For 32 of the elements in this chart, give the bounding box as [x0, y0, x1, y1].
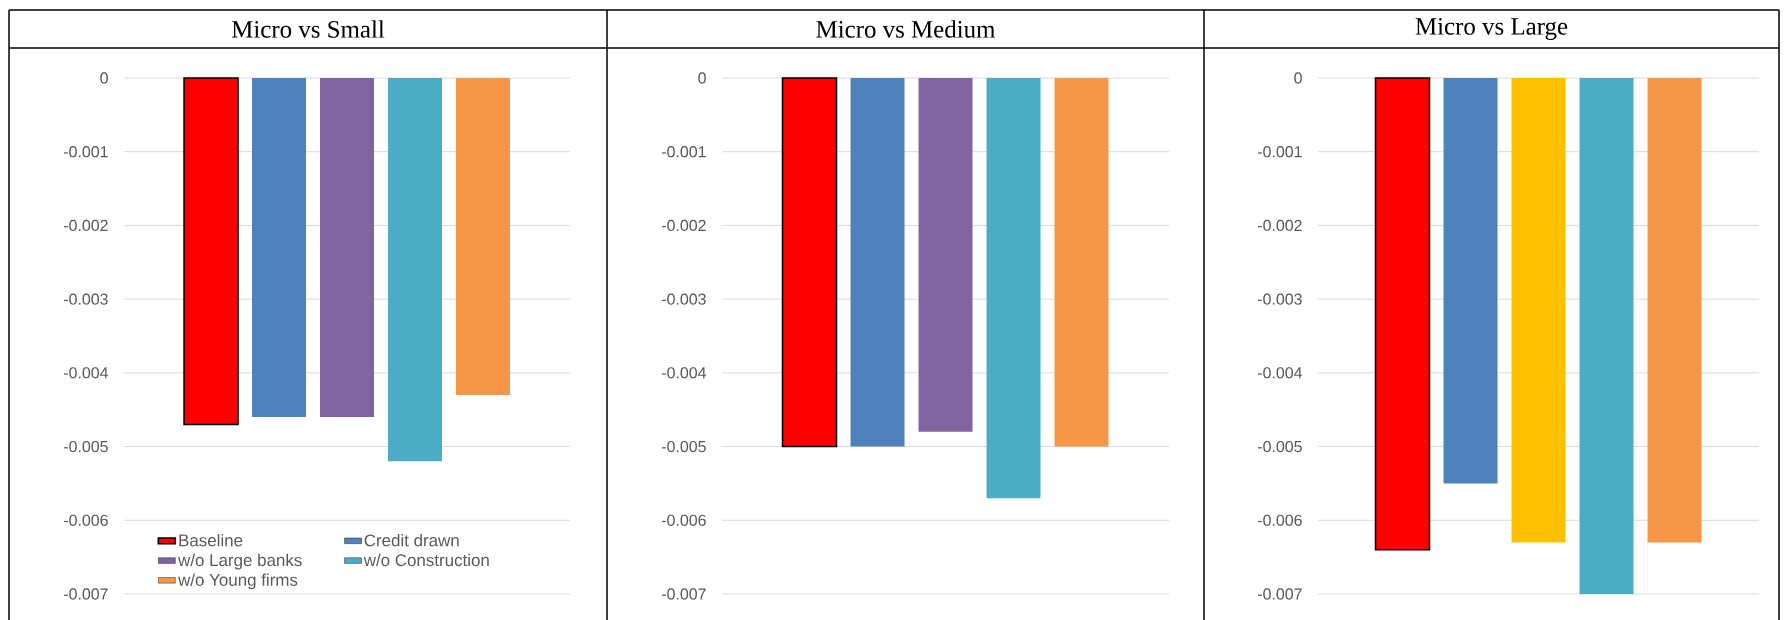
y-tick-label: -0.004 [1258, 367, 1303, 379]
y-tick-label: -0.004 [662, 367, 707, 379]
y-tick-label: -0.002 [662, 219, 706, 232]
y-tick-label: -0.003 [1258, 293, 1302, 305]
y-tick-label: 0 [698, 72, 706, 84]
y-tick-label: -0.006 [64, 514, 108, 526]
y-tick-label: -0.001 [64, 146, 108, 158]
legend-label: w/o Construction [363, 553, 489, 567]
y-tick-label: -0.001 [1258, 146, 1302, 158]
y-tick-label: -0.006 [662, 514, 706, 526]
chart-title: Micro vs Small [231, 20, 385, 38]
legend-label: Baseline [179, 533, 243, 547]
chart-title: Micro vs Medium [816, 20, 996, 38]
y-tick-label: 0 [1294, 72, 1302, 84]
legend-label: Credit drawn [364, 533, 459, 547]
y-tick-label: -0.005 [1258, 440, 1302, 453]
y-tick-label: -0.005 [64, 440, 108, 453]
y-tick-label: -0.007 [64, 588, 108, 600]
y-tick-label: -0.003 [64, 293, 108, 305]
y-tick-label: -0.005 [662, 440, 706, 453]
legend-label: w/o Large banks [178, 553, 302, 570]
y-tick-label: -0.002 [64, 219, 108, 232]
y-tick-label: -0.004 [64, 367, 109, 379]
y-tick-label: -0.002 [1258, 219, 1302, 232]
y-tick-label: -0.007 [1258, 588, 1302, 600]
y-tick-label: -0.006 [1258, 514, 1302, 526]
y-tick-label: -0.007 [662, 588, 706, 600]
y-tick-label: 0 [100, 72, 108, 84]
y-tick-label: -0.003 [662, 293, 706, 305]
legend-label: w/o Young firms [178, 573, 298, 590]
chart-title: Micro vs Large [1415, 18, 1568, 40]
y-tick-label: -0.001 [662, 146, 706, 158]
